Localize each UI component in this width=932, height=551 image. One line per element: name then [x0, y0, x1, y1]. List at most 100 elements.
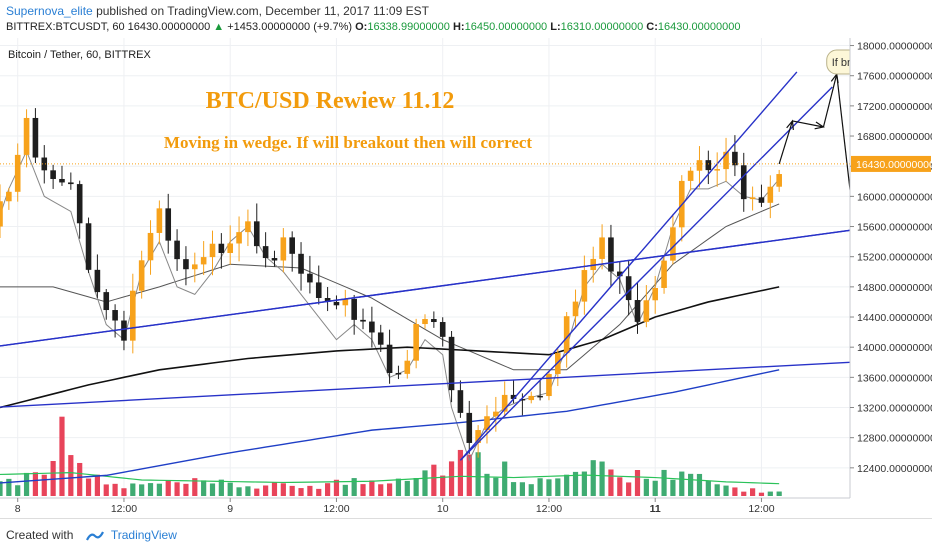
candle-body	[563, 316, 570, 354]
moving-average-mid	[0, 203, 780, 371]
candle-body	[572, 301, 579, 317]
volume-bar	[705, 480, 711, 496]
candle-body	[121, 320, 127, 341]
pair-label: Bitcoin / Tether, 60, BITTREX	[8, 49, 152, 61]
candle-body	[599, 237, 605, 259]
volume-bar	[608, 469, 614, 496]
volume-bar	[661, 469, 667, 496]
candle-body	[0, 201, 3, 227]
volume-bar	[15, 485, 21, 496]
candle-body	[85, 223, 92, 270]
projection-segment	[778, 120, 794, 165]
tradingview-logo-icon	[85, 531, 104, 541]
volume-bar	[519, 482, 525, 496]
volume-bar	[360, 484, 366, 496]
volume-bar	[679, 471, 685, 496]
candle-body	[510, 394, 517, 399]
volume-bar	[431, 464, 437, 496]
volume-ma-line	[0, 472, 780, 485]
candle-body	[298, 253, 304, 274]
volume-bar	[192, 478, 198, 496]
price-tick-label: 13600.00000000	[857, 372, 932, 384]
volume-bar	[316, 488, 322, 496]
candle-body	[625, 276, 632, 301]
grid	[0, 38, 850, 498]
volume-bar	[156, 483, 162, 496]
candle-body	[776, 174, 782, 187]
change-up-icon: ▲	[213, 21, 225, 33]
volume-bar	[466, 454, 472, 496]
candle-body	[732, 151, 738, 166]
candle-body	[687, 170, 694, 181]
tradingview-brand-link[interactable]: TradingView	[110, 528, 177, 542]
time-tick-label: 12:00	[748, 503, 774, 515]
volume-bar	[307, 485, 313, 496]
candle-body	[138, 260, 145, 291]
close-value: 16430.00000000	[657, 21, 741, 33]
candle-body	[705, 160, 712, 171]
time-tick-label: 9	[227, 503, 233, 515]
candle-body	[280, 237, 287, 261]
volume-bar	[741, 491, 747, 496]
created-label: Created with	[6, 528, 74, 542]
volume-bar	[6, 478, 12, 496]
volume-bar	[351, 478, 357, 496]
candle-body	[156, 208, 163, 233]
volume-bar	[502, 461, 508, 496]
volume-bar	[236, 487, 242, 496]
volume-bar	[32, 472, 39, 496]
volume-bar	[289, 485, 295, 496]
volume-bar	[0, 481, 3, 496]
candles	[0, 108, 782, 458]
time-tick-label: 11	[650, 503, 661, 515]
volume-bar	[103, 484, 109, 496]
candle-body	[696, 160, 703, 171]
price-tick-label: 12800.00000000	[857, 433, 932, 445]
candle-body	[616, 271, 623, 277]
volume-bar	[767, 491, 773, 496]
candle-body	[50, 170, 56, 179]
volume-bar	[634, 470, 641, 496]
publication-line: Supernova_elite published on TradingView…	[6, 4, 429, 18]
candle-body	[413, 324, 419, 361]
volume-bar	[528, 484, 534, 496]
candle-body	[68, 182, 74, 185]
volume-bar	[714, 484, 720, 496]
price-chart[interactable]: If breakout18000.0000000017600.000000001…	[0, 38, 932, 518]
volume-bar	[263, 485, 269, 496]
time-tick-label: 8	[15, 503, 21, 515]
candle-body	[351, 298, 357, 320]
candle-body	[767, 186, 774, 203]
price-tick-label: 17600.00000000	[857, 71, 932, 83]
candle-body	[333, 301, 340, 306]
volume-bar	[688, 473, 694, 496]
candle-body	[395, 372, 402, 375]
candle-body	[537, 395, 543, 398]
change-value: +1453.00000000 (+9.7%)	[227, 21, 353, 33]
trendline	[459, 86, 833, 461]
author-link[interactable]: Supernova_elite	[6, 4, 93, 18]
candle-body	[439, 322, 446, 337]
trendline	[0, 229, 851, 347]
volume-bar	[475, 452, 481, 496]
price-tick-label: 14400.00000000	[857, 312, 932, 324]
candle-body	[191, 264, 198, 270]
volume-bar	[121, 488, 127, 496]
candle-body	[555, 353, 561, 375]
chart-title: BTC/USD Rewiew 11.12	[206, 88, 455, 114]
volume-bar	[280, 483, 286, 496]
volume-bar	[209, 483, 216, 496]
volume-bar	[227, 482, 233, 496]
price-tick-label: 18000.00000000	[857, 41, 932, 53]
volume-bar	[510, 482, 517, 496]
volume-bar	[670, 479, 676, 496]
candle-body	[6, 191, 12, 202]
volume-bars	[0, 416, 782, 496]
volume-bar	[732, 487, 738, 496]
candle-body	[369, 321, 375, 333]
volume-bar	[147, 483, 154, 496]
high-label: H:	[452, 21, 465, 33]
candle-body	[723, 151, 729, 170]
volume-bar	[378, 484, 384, 496]
candle-body	[475, 430, 481, 443]
